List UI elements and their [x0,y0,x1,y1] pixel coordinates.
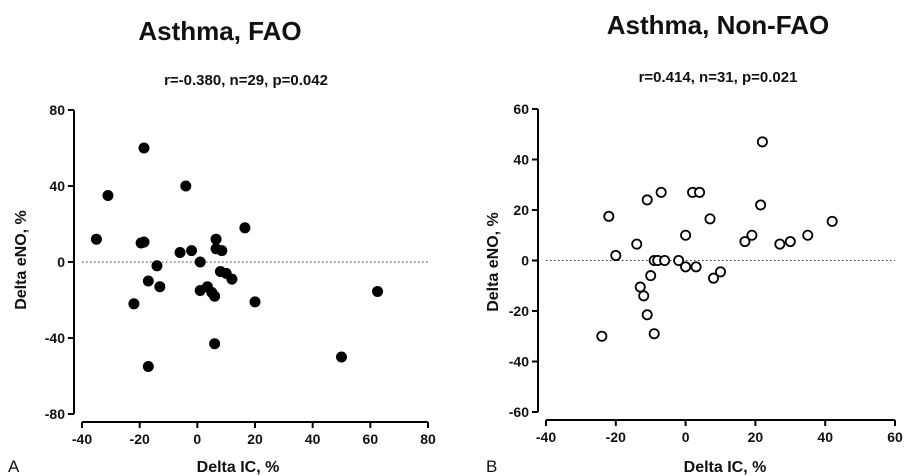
data-point [151,260,163,272]
data-point [739,236,751,248]
data-point [209,290,221,302]
data-point [694,186,706,198]
x-tick-label: 20 [247,431,263,447]
plot-area: -80 -40 0 40 80 -40 -20 0 20 40 60 80 [45,102,436,447]
data-point [631,238,643,250]
y-axis-label: Delta eNO, % [13,210,30,310]
data-point [680,229,692,241]
data-point [746,229,758,241]
data-point [655,186,667,198]
y-tick-label: -60 [509,404,529,420]
y-tick-label: -40 [45,330,65,346]
data-point [138,142,150,154]
chart-title: Asthma, Non-FAO [607,10,829,40]
data-point [641,194,653,206]
data-point [186,245,198,257]
data-point [704,213,716,225]
data-point [673,254,685,266]
plot-area: -60 -40 -20 0 20 40 60 -40 -20 0 20 40 60 [509,101,903,445]
chart-statistics: r=0.414, n=31, p=0.021 [639,69,798,86]
data-point [209,338,221,350]
y-axis-label: Delta eNO, % [485,212,502,312]
x-tick-label: 80 [420,431,436,447]
data-point [755,199,767,211]
data-point [648,328,660,340]
data-point [715,266,727,278]
data-point [708,272,720,284]
data-point [603,210,615,222]
data-point [372,285,384,297]
data-point [226,273,238,285]
data-point [138,236,150,248]
y-tick-label: 80 [49,102,65,118]
data-point [784,236,796,248]
y-tick-label: 0 [521,253,529,269]
data-point [638,290,650,302]
panel-letter: A [8,457,20,476]
x-axis-label: Delta IC, % [684,459,767,476]
x-tick-label: 60 [363,431,379,447]
data-point [239,222,251,234]
data-point [641,309,653,321]
data-point [756,136,768,148]
panel-b: Asthma, Non-FAO r=0.414, n=31, p=0.021 D… [485,10,903,476]
y-tick-label: -80 [45,406,65,422]
data-point [774,238,786,250]
data-point [216,245,228,257]
data-point [610,249,622,261]
data-point [645,270,657,282]
chart-title: Asthma, FAO [138,16,301,46]
x-tick-label: 20 [748,429,764,445]
y-tick-label: -20 [509,303,529,319]
x-tick-label: -20 [606,429,626,445]
y-tick-label: 40 [49,178,65,194]
y-tick-label: 40 [513,152,529,168]
x-tick-label: -20 [130,431,150,447]
x-tick-label: 0 [193,431,201,447]
data-point [826,215,838,227]
x-tick-label: 0 [682,429,690,445]
x-tick-label: -40 [536,429,556,445]
data-point [249,296,261,308]
y-tick-label: -40 [509,354,529,370]
x-tick-label: -40 [72,431,92,447]
data-point [596,330,608,342]
data-point [634,281,646,293]
data-point [174,247,186,258]
y-tick-label: 0 [57,254,65,270]
data-point [194,256,206,268]
data-point [336,351,347,363]
y-tick-label: 20 [513,202,529,218]
data-point [154,281,166,293]
panel-a: Asthma, FAO r=-0.380, n=29, p=0.042 Delt… [8,16,436,476]
chart-statistics: r=-0.380, n=29, p=0.042 [164,72,328,89]
data-point [210,233,222,245]
data-point [102,190,114,201]
data-point [128,298,140,310]
x-axis-label: Delta IC, % [197,459,280,476]
panel-letter: B [486,457,497,476]
y-tick-label: 60 [513,101,529,117]
data-point [802,229,814,241]
data-point [90,233,102,245]
data-point [142,275,154,287]
x-tick-label: 60 [887,429,903,445]
data-point [690,261,702,273]
data-point [180,180,192,192]
data-point [680,261,692,273]
x-tick-label: 40 [817,429,833,445]
x-tick-label: 40 [305,431,321,447]
data-point [142,361,154,372]
data-point [659,254,671,266]
